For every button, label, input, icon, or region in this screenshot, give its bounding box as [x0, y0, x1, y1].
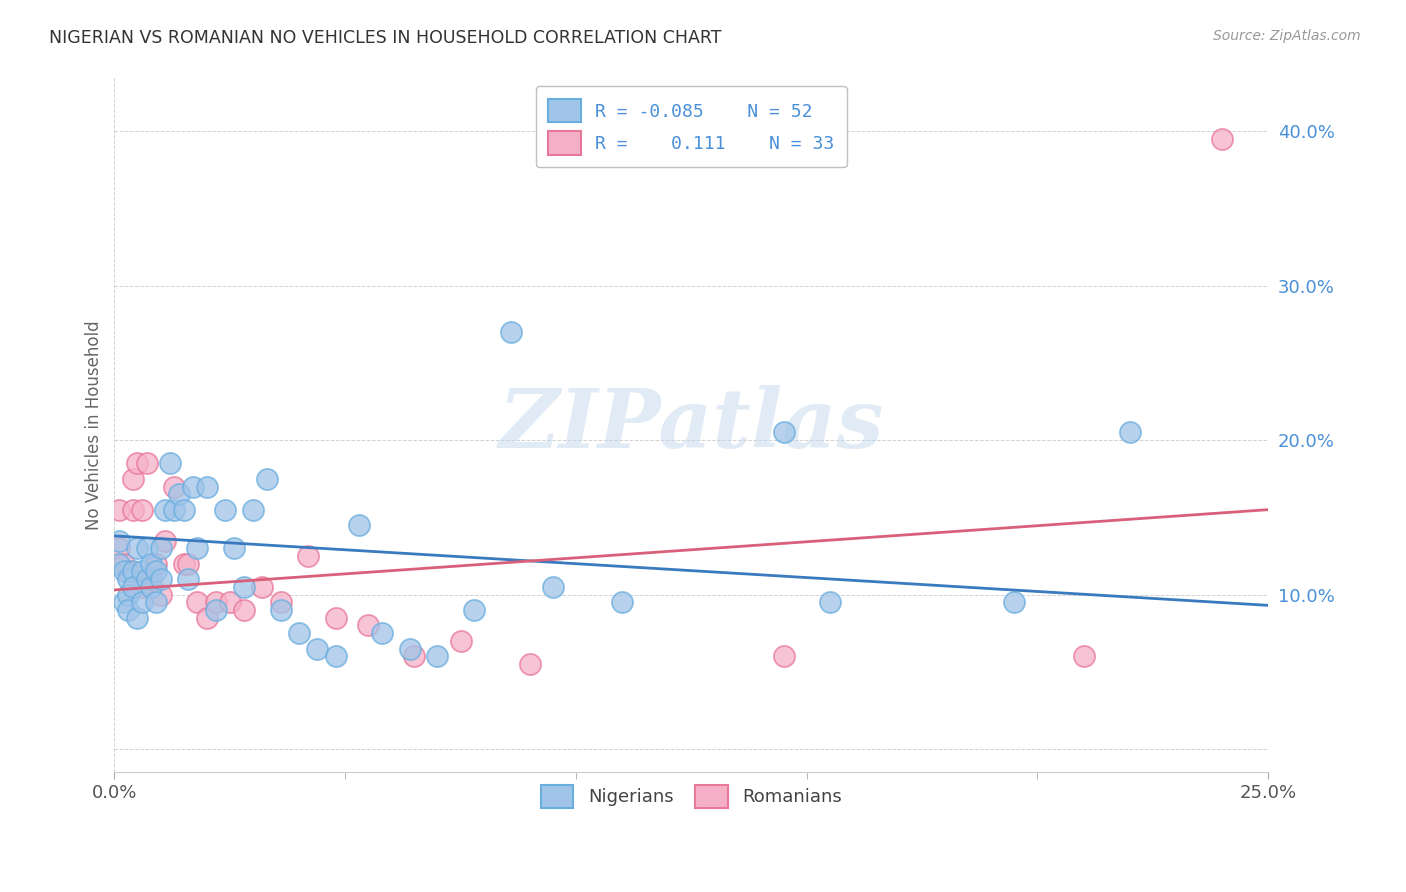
Point — [131, 595, 153, 609]
Point — [1002, 595, 1025, 609]
Point — [307, 641, 329, 656]
Text: Source: ZipAtlas.com: Source: ZipAtlas.com — [1213, 29, 1361, 43]
Point — [141, 557, 163, 571]
Point — [135, 456, 157, 470]
Point — [772, 649, 794, 664]
Point — [232, 580, 254, 594]
Point — [122, 565, 145, 579]
Point — [218, 595, 240, 609]
Point — [214, 502, 236, 516]
Point — [288, 626, 311, 640]
Point — [127, 611, 149, 625]
Point — [122, 472, 145, 486]
Point — [186, 595, 208, 609]
Point — [112, 557, 135, 571]
Point — [1073, 649, 1095, 664]
Point — [149, 588, 172, 602]
Point — [117, 565, 139, 579]
Point — [818, 595, 841, 609]
Point — [145, 595, 167, 609]
Point — [541, 580, 564, 594]
Point — [195, 479, 218, 493]
Point — [325, 611, 347, 625]
Point — [167, 487, 190, 501]
Point — [141, 580, 163, 594]
Legend: Nigerians, Romanians: Nigerians, Romanians — [534, 778, 849, 815]
Point — [205, 595, 228, 609]
Point — [256, 472, 278, 486]
Y-axis label: No Vehicles in Household: No Vehicles in Household — [86, 320, 103, 530]
Point — [1211, 132, 1233, 146]
Point — [195, 611, 218, 625]
Point — [153, 533, 176, 548]
Point — [1118, 425, 1140, 440]
Point — [297, 549, 319, 563]
Point — [163, 479, 186, 493]
Point — [250, 580, 273, 594]
Point — [173, 502, 195, 516]
Point — [232, 603, 254, 617]
Point — [270, 595, 292, 609]
Point — [501, 325, 523, 339]
Point — [404, 649, 426, 664]
Point — [145, 557, 167, 571]
Point — [127, 456, 149, 470]
Point — [127, 541, 149, 556]
Point — [149, 541, 172, 556]
Point — [141, 572, 163, 586]
Point — [108, 502, 131, 516]
Point — [426, 649, 449, 664]
Point — [117, 572, 139, 586]
Point — [131, 565, 153, 579]
Point — [149, 572, 172, 586]
Point — [173, 557, 195, 571]
Point — [270, 603, 292, 617]
Point — [108, 557, 131, 571]
Point — [131, 502, 153, 516]
Point — [347, 518, 370, 533]
Point — [153, 502, 176, 516]
Point — [224, 541, 246, 556]
Point — [117, 603, 139, 617]
Point — [450, 633, 472, 648]
Point — [108, 533, 131, 548]
Point — [122, 580, 145, 594]
Point — [463, 603, 485, 617]
Point — [371, 626, 394, 640]
Point — [186, 541, 208, 556]
Point — [325, 649, 347, 664]
Point — [242, 502, 264, 516]
Point — [112, 565, 135, 579]
Point — [131, 580, 153, 594]
Point — [772, 425, 794, 440]
Point — [357, 618, 380, 632]
Text: ZIPatlas: ZIPatlas — [499, 384, 884, 465]
Point — [610, 595, 633, 609]
Point — [163, 502, 186, 516]
Point — [122, 502, 145, 516]
Point — [177, 557, 200, 571]
Point — [205, 603, 228, 617]
Point — [135, 572, 157, 586]
Point — [519, 657, 541, 671]
Point — [181, 479, 204, 493]
Point — [145, 565, 167, 579]
Point — [135, 541, 157, 556]
Point — [159, 456, 181, 470]
Point — [108, 541, 131, 556]
Point — [177, 572, 200, 586]
Point — [117, 588, 139, 602]
Point — [112, 595, 135, 609]
Text: NIGERIAN VS ROMANIAN NO VEHICLES IN HOUSEHOLD CORRELATION CHART: NIGERIAN VS ROMANIAN NO VEHICLES IN HOUS… — [49, 29, 721, 46]
Point — [398, 641, 420, 656]
